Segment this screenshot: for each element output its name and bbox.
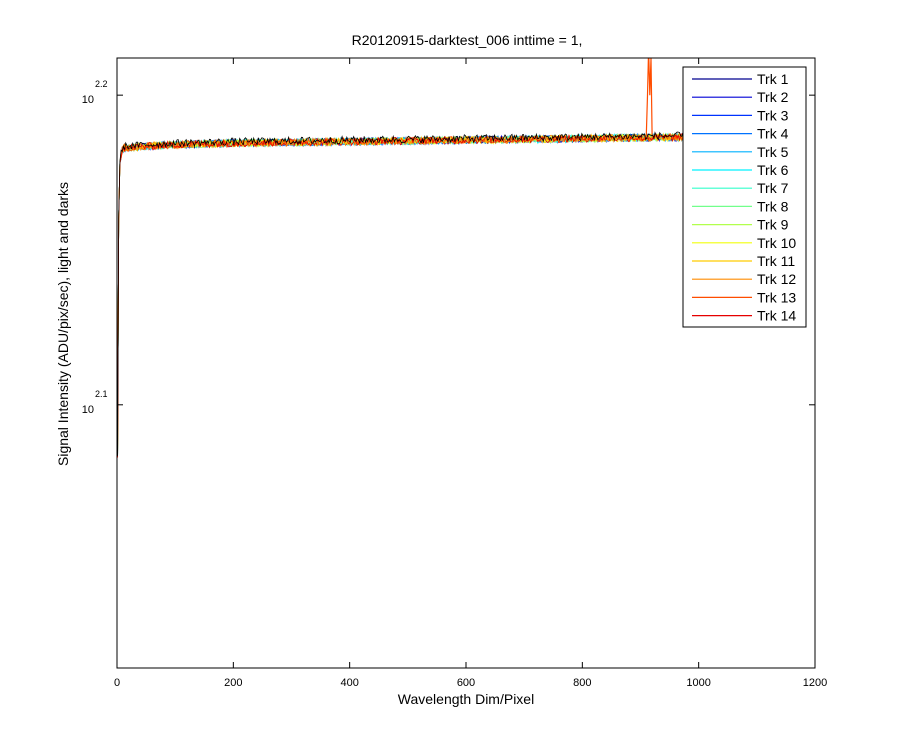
y-tick-label-exponent: 2.1	[95, 389, 108, 399]
series-line-trk-13	[117, 132, 699, 458]
legend-label: Trk 7	[757, 180, 789, 196]
legend-label: Trk 8	[757, 198, 789, 214]
x-tick-label: 200	[224, 677, 242, 689]
legend-label: Trk 3	[757, 107, 789, 123]
series-spike-trk-13	[642, 58, 656, 139]
x-tick-label: 1000	[686, 677, 710, 689]
legend-items: Trk 1 Trk 2 Trk 3 Trk 4 Trk 5 Trk 6 Trk 7 Trk 8…	[692, 71, 796, 324]
legend: Trk 1 Trk 2 Trk 3 Trk 4 Trk 5 Trk 6 Trk 7 Trk 8…	[682, 66, 807, 328]
x-tick-label: 400	[340, 677, 358, 689]
series-layer	[117, 58, 699, 458]
y-axis-label: Signal Intensity (ADU/pix/sec), light an…	[55, 182, 71, 466]
legend-label: Trk 13	[757, 289, 796, 305]
legend-label: Trk 1	[757, 71, 789, 87]
series-line-top-trace	[117, 130, 699, 456]
x-axis: 0 200 400 600 800 1000 1200	[114, 58, 827, 689]
x-tick-label: 600	[457, 677, 475, 689]
legend-label: Trk 10	[757, 235, 796, 251]
x-axis-label: Wavelength Dim/Pixel	[398, 691, 534, 707]
chart-title: R20120915-darktest_006 inttime = 1,	[352, 32, 583, 48]
legend-label: Trk 9	[757, 217, 789, 233]
x-tick-label: 800	[573, 677, 591, 689]
legend-label: Trk 12	[757, 271, 796, 287]
y-tick-label-exponent: 2.2	[95, 79, 108, 89]
x-tick-label: 1200	[803, 677, 827, 689]
legend-label: Trk 14	[757, 308, 796, 324]
legend-label: Trk 6	[757, 162, 789, 178]
y-tick-label-base: 10	[82, 404, 94, 416]
y-tick-label-base: 10	[82, 94, 94, 106]
legend-box	[682, 66, 807, 328]
legend-label: Trk 2	[757, 89, 789, 105]
legend-label: Trk 11	[757, 253, 795, 269]
legend-label: Trk 5	[757, 144, 789, 160]
x-tick-label: 0	[114, 677, 120, 689]
legend-label: Trk 4	[757, 126, 789, 142]
series-line-trk-14	[117, 133, 699, 458]
